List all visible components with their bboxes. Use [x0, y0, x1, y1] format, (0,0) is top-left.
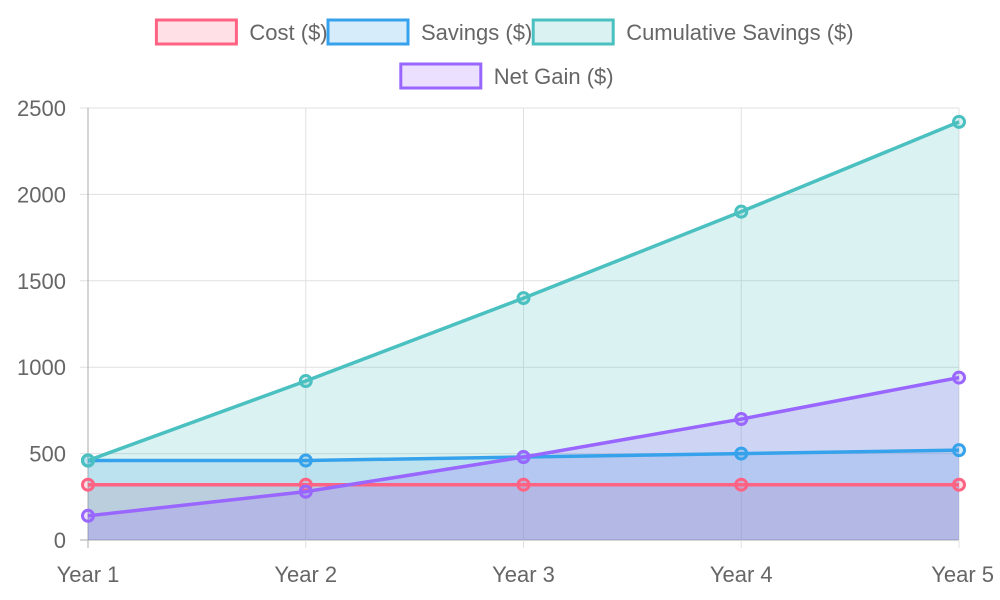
y-tick-label: 500: [29, 442, 66, 467]
y-tick-label: 0: [54, 528, 66, 553]
legend-swatch: [399, 62, 483, 90]
area-fill-2: [88, 121, 959, 540]
legend: Cost ($) Savings ($) Cumulative Savings ($…: [154, 18, 854, 90]
x-tick-label: Year 1: [57, 562, 120, 587]
x-tick-label: Year 3: [492, 562, 555, 587]
x-tick-label: Year 4: [710, 562, 773, 587]
data-point: [952, 370, 966, 385]
y-tick-label: 2000: [17, 182, 66, 207]
data-point: [734, 477, 749, 492]
legend-swatch: [154, 18, 238, 46]
data-point: [81, 453, 95, 468]
data-point: [952, 443, 966, 458]
area-fill-1: [88, 450, 959, 540]
y-tick-label: 1500: [17, 269, 66, 294]
legend-label: Savings ($): [421, 20, 532, 45]
data-point: [516, 450, 531, 465]
series-line-3: [87, 375, 960, 518]
data-point: [516, 291, 531, 306]
legend-swatch: [326, 18, 410, 46]
legend-item[interactable]: Cost ($): [154, 18, 328, 46]
data-point: [298, 374, 313, 389]
data-point: [952, 114, 966, 129]
y-tick-label: 1000: [17, 355, 66, 380]
data-point: [81, 508, 95, 523]
data-point: [298, 453, 313, 468]
legend-swatch: [531, 18, 615, 46]
legend-item[interactable]: Cumulative Savings ($): [531, 18, 854, 46]
data-point: [298, 484, 313, 499]
axes: 0 500 1000 1500 2000 2500 Year 1 Year 2 Year 3 Ye…: [17, 96, 994, 587]
x-tick-label: Year 2: [274, 562, 337, 587]
legend-label: Cumulative Savings ($): [626, 20, 853, 45]
data-point: [734, 412, 749, 427]
legend-item[interactable]: Savings ($): [326, 18, 532, 46]
legend-label: Net Gain ($): [494, 64, 614, 89]
data-point: [952, 477, 966, 492]
y-tick-label: 2500: [17, 96, 66, 121]
data-point: [81, 477, 95, 492]
data-point: [516, 477, 531, 492]
x-tick-label: Year 5: [931, 562, 994, 587]
legend-label: Cost ($): [249, 20, 327, 45]
grid: [80, 107, 960, 548]
data-point: [734, 204, 749, 219]
data-point: [734, 446, 749, 461]
series-lines: [81, 114, 966, 523]
area-fills: [88, 121, 959, 540]
series-line-2: [87, 120, 960, 463]
legend-item[interactable]: Net Gain ($): [399, 62, 614, 90]
